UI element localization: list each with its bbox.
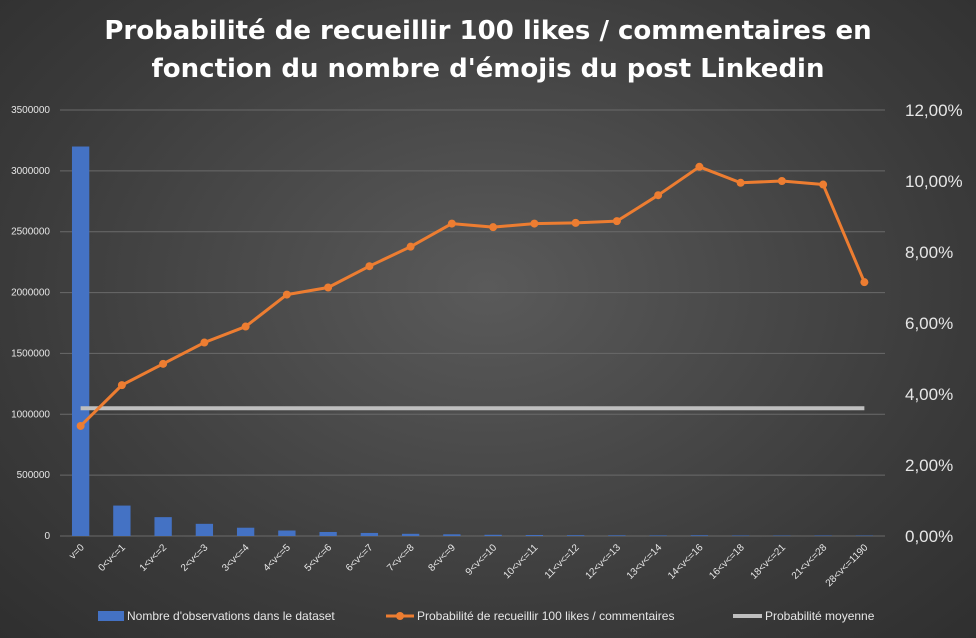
bar — [319, 531, 337, 536]
right-tick-label: 6,00% — [905, 314, 953, 333]
right-axis: 0,00% 2,00% 4,00% 6,00% 8,00% 10,00% 12,00% — [905, 101, 963, 546]
chart-title: Probabilité de recueillir 100 likes / co… — [0, 12, 976, 88]
probability-line-series — [76, 162, 869, 430]
bar — [401, 533, 420, 536]
probability-point — [324, 283, 333, 292]
chart-title-line-2: fonction du nombre d'émojis du post Link… — [151, 54, 825, 84]
probability-point — [654, 191, 663, 200]
bar — [278, 530, 296, 536]
left-tick-label: 3500000 — [11, 105, 50, 116]
bar — [113, 505, 131, 536]
right-tick-label: 4,00% — [905, 385, 953, 404]
legend-label: Nombre d'observations dans le dataset — [127, 609, 335, 623]
x-tick-label: 5<v<=6 — [303, 542, 335, 574]
right-tick-label: 12,00% — [905, 101, 963, 120]
x-tick-label: 10<v<=11 — [502, 542, 541, 581]
probability-point — [76, 421, 85, 430]
probability-point — [447, 219, 456, 228]
probability-point — [282, 290, 291, 299]
right-tick-label: 8,00% — [905, 243, 953, 262]
bar — [690, 535, 709, 536]
probability-point — [365, 262, 374, 271]
right-tick-label: 2,00% — [905, 456, 953, 475]
x-tick-label: 28<v<=1190 — [824, 542, 871, 589]
probability-point — [860, 278, 869, 287]
bar — [484, 534, 502, 536]
left-tick-label: 2500000 — [11, 227, 50, 238]
left-tick-label: 3000000 — [11, 166, 50, 177]
legend-swatch-bar — [98, 611, 124, 621]
gridlines — [60, 109, 885, 537]
probability-point — [777, 177, 786, 185]
left-tick-label: 0 — [44, 531, 50, 542]
probability-point — [612, 217, 621, 226]
legend-label: Probabilité moyenne — [765, 609, 875, 623]
x-tick-label: 13<v<=14 — [625, 542, 665, 582]
x-tick-label: 11<v<=12 — [543, 542, 582, 581]
x-tick-label: 1<v<=2 — [138, 542, 170, 574]
bar — [236, 527, 255, 536]
bar — [71, 146, 90, 536]
x-tick-label: 0<v<=1 — [96, 542, 128, 574]
probability-point — [530, 219, 539, 228]
x-axis: v=0 0<v<=1 1<v<=2 2<v<=3 3<v<=4 4<v<=5 5<v<=6 6… — [67, 542, 870, 589]
legend: Nombre d'observations dans le dataset Pro… — [98, 609, 875, 623]
x-tick-label: 18<v<=21 — [749, 542, 789, 582]
probability-line — [79, 165, 866, 428]
bar — [154, 517, 172, 536]
probability-point — [571, 218, 580, 227]
bar — [608, 535, 626, 536]
probability-point — [117, 381, 126, 390]
right-tick-label: 10,00% — [905, 172, 963, 191]
chart-title-line-1: Probabilité de recueillir 100 likes / co… — [104, 16, 872, 46]
bar-series — [71, 146, 874, 536]
probability-point — [736, 178, 745, 187]
x-tick-label: 9<v<=10 — [464, 542, 500, 578]
bar — [443, 534, 461, 536]
x-tick-label: v=0 — [67, 542, 87, 562]
x-tick-label: 14<v<=16 — [666, 542, 706, 582]
x-tick-label: 8<v<=9 — [426, 542, 458, 574]
x-tick-label: 4<v<=5 — [261, 542, 293, 574]
probability-point — [819, 180, 828, 189]
legend-swatch-marker — [396, 612, 404, 620]
probability-point — [159, 359, 168, 368]
legend-label: Probabilité de recueillir 100 likes / co… — [417, 609, 674, 623]
probability-point — [200, 338, 209, 347]
bar — [195, 523, 214, 536]
x-tick-label: 2<v<=3 — [179, 542, 211, 574]
left-axis: 0 500000 1000000 1500000 2000000 2500000 30000… — [11, 105, 50, 542]
bar — [649, 535, 667, 536]
probability-point — [695, 162, 704, 171]
probability-point — [241, 322, 250, 331]
x-tick-label: 21<v<=28 — [790, 542, 830, 582]
left-tick-label: 500000 — [17, 470, 51, 481]
x-tick-label: 3<v<=4 — [220, 542, 252, 574]
x-tick-label: 12<v<=13 — [584, 542, 624, 582]
x-tick-label: 7<v<=8 — [385, 542, 417, 574]
left-tick-label: 1000000 — [11, 409, 50, 420]
probability-point — [489, 223, 498, 232]
bar — [360, 532, 379, 536]
x-tick-label: 16<v<=18 — [707, 542, 747, 582]
left-tick-label: 2000000 — [11, 288, 50, 299]
bar — [566, 535, 585, 536]
bar — [525, 535, 544, 536]
x-tick-label: 6<v<=7 — [344, 542, 376, 574]
left-tick-label: 1500000 — [11, 348, 50, 359]
probability-point — [406, 242, 415, 251]
right-tick-label: 0,00% — [905, 527, 953, 546]
